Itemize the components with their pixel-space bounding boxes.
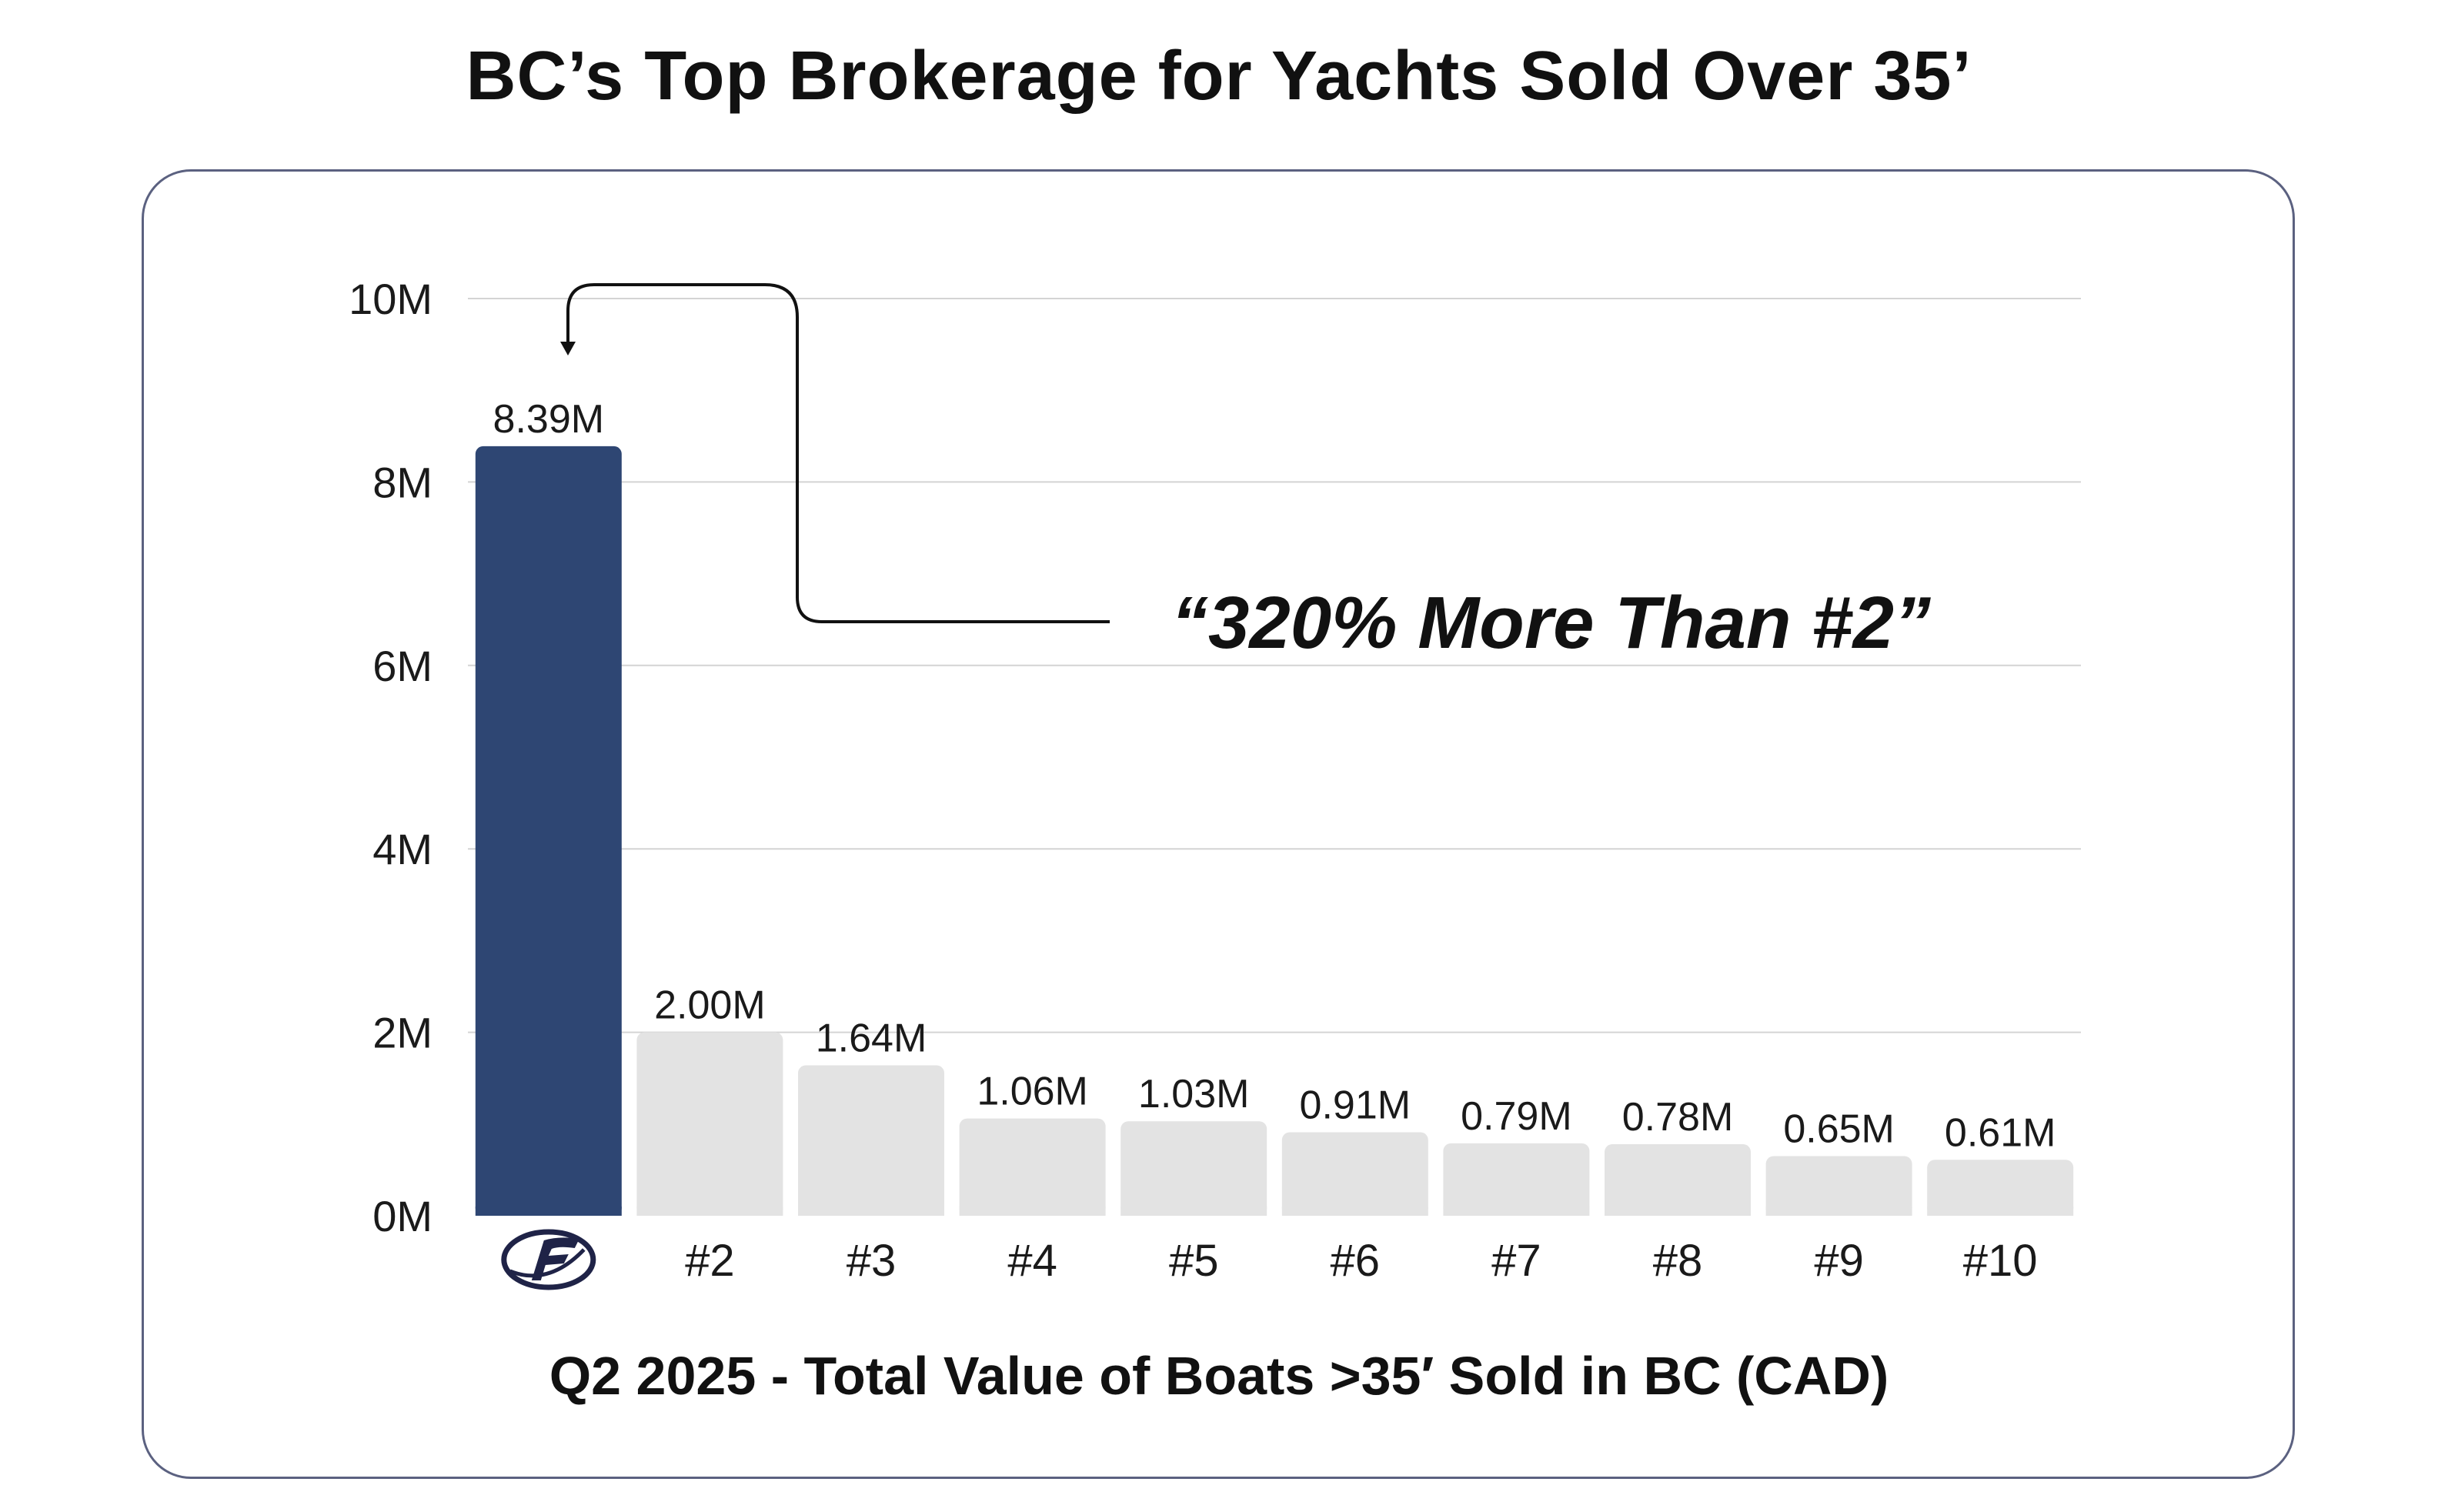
bar-value-label: 0.78M [1622,1095,1734,1140]
bar-value-label: 8.39M [493,397,605,442]
gridlines [468,298,2081,1033]
bar-base [1765,1207,1912,1216]
logo-swoosh [509,1248,586,1278]
x-category-label: #10 [1963,1236,2038,1286]
brokerage-logo-icon [501,1229,596,1290]
x-category-label: #3 [847,1236,897,1286]
bar [475,446,622,1216]
annotation: “320% More Than #2” [560,283,1931,664]
bar-base [636,1207,783,1216]
bar-base [798,1207,944,1216]
y-tick-label: 0M [372,1192,432,1240]
bar [1443,1143,1590,1216]
annotation-connector-line [566,283,1110,623]
data-labels: 8.39M 2.00M 1.64M 1.06M 1.03M 0.91M 0.79M 0.78M… [493,397,2056,1155]
y-tick-label: 8M [372,458,432,506]
y-tick-label: 2M [372,1009,432,1057]
y-tick-label: 4M [372,825,432,873]
x-axis-categories: #2 #3 #4 #5 #6 #7 #8 #9 #10 [501,1229,2038,1290]
bar [636,1032,783,1216]
bar [1765,1156,1912,1216]
bar-base [959,1207,1106,1216]
bar [959,1118,1106,1216]
bar [798,1065,944,1216]
bar-value-label: 2.00M [654,983,766,1028]
bar-value-label: 1.03M [1138,1072,1250,1116]
x-category-label: #9 [1814,1236,1864,1286]
bar-value-label: 1.64M [816,1016,927,1061]
bar [1927,1160,2074,1216]
x-category-label: #7 [1491,1236,1541,1286]
bar-base [1120,1207,1267,1216]
bar-value-label: 1.06M [977,1070,1088,1114]
chart-subtitle: Q2 2025 - Total Value of Boats >35′ Sold… [549,1346,1889,1406]
bar [1120,1121,1267,1216]
bar-value-label: 0.79M [1461,1094,1572,1139]
bar-base [1443,1207,1590,1216]
x-category-label: #8 [1653,1236,1703,1286]
bar-value-label: 0.61M [1945,1110,2056,1155]
annotation-text: “320% More Than #2” [1171,582,1931,664]
y-axis-ticks: 0M 2M 4M 6M 8M 10M [349,275,432,1240]
bar-value-label: 0.91M [1300,1083,1411,1128]
bar-base [1281,1207,1428,1216]
x-category-label: #2 [685,1236,735,1286]
page-title: BC’s Top Brokerage for Yachts Sold Over … [466,38,1972,115]
logo-letter [531,1237,579,1280]
y-tick-label: 6M [372,642,432,690]
bar [1281,1132,1428,1216]
annotation-arrowhead [560,342,576,355]
x-category-label: #6 [1331,1236,1381,1286]
x-category-label: #4 [1007,1236,1057,1286]
x-category-label: #5 [1169,1236,1219,1286]
y-tick-label: 10M [349,275,432,323]
bar-base [1927,1207,2074,1216]
bar-base [475,1207,622,1216]
bar-base [1605,1207,1751,1216]
bar-value-label: 0.65M [1783,1107,1895,1152]
bars [475,446,2074,1216]
bar [1605,1144,1751,1216]
